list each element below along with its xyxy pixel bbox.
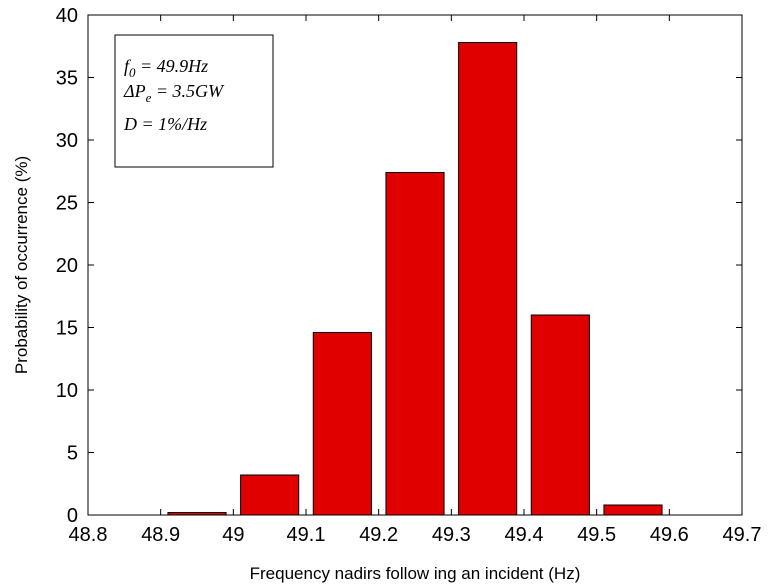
x-tick-label-49.7: 49.7 bbox=[723, 524, 762, 546]
y-tick-label-40: 40 bbox=[56, 5, 78, 27]
x-tick-label-49.5: 49.5 bbox=[577, 524, 616, 546]
bar-49.05 bbox=[240, 474, 300, 516]
bar-49.35 bbox=[458, 42, 518, 516]
bar-49.55 bbox=[603, 504, 663, 516]
y-tick-label-25: 25 bbox=[56, 193, 78, 215]
x-tick-label-49.4: 49.4 bbox=[505, 524, 544, 546]
annotation-line-delta-p: ΔPe = 3.5GW bbox=[123, 81, 225, 105]
x-tick-label-49.2: 49.2 bbox=[359, 524, 398, 546]
y-tick-label-20: 20 bbox=[56, 255, 78, 277]
x-tick-label-49.3: 49.3 bbox=[432, 524, 471, 546]
x-tick-label-49: 49 bbox=[222, 524, 244, 546]
annotation-line-f0: f0 = 49.9Hz bbox=[124, 56, 208, 80]
bar-49.45 bbox=[530, 314, 590, 516]
x-axis-label: Frequency nadirs follow ing an incident … bbox=[250, 564, 581, 583]
y-tick-label-15: 15 bbox=[56, 318, 78, 340]
y-tick-label-10: 10 bbox=[56, 380, 78, 402]
y-tick-label-35: 35 bbox=[56, 68, 78, 90]
bar-49.15 bbox=[312, 332, 372, 516]
annotation-box: f0 = 49.9Hz ΔPe = 3.5GW D = 1%/Hz bbox=[114, 34, 274, 168]
y-tick-label-30: 30 bbox=[56, 130, 78, 152]
annotation-line-d: D = 1%/Hz bbox=[123, 114, 207, 134]
x-tick-label-48.9: 48.9 bbox=[141, 524, 180, 546]
y-tick-label-5: 5 bbox=[67, 443, 78, 465]
y-tick-label-0: 0 bbox=[67, 505, 78, 527]
ticks-group: 48.8 48.9 49 49.1 49.2 49.3 49.4 49.5 49.6 49.7 0 5… bbox=[56, 5, 762, 546]
bar-49.25 bbox=[385, 172, 445, 516]
x-tick-label-48.8: 48.8 bbox=[69, 524, 108, 546]
x-tick-label-49.1: 49.1 bbox=[287, 524, 326, 546]
y-axis-label: Probability of occurrence (%) bbox=[12, 156, 31, 374]
annotation-frame bbox=[114, 34, 274, 168]
x-tick-label-49.6: 49.6 bbox=[650, 524, 689, 546]
bars-group bbox=[167, 42, 663, 516]
